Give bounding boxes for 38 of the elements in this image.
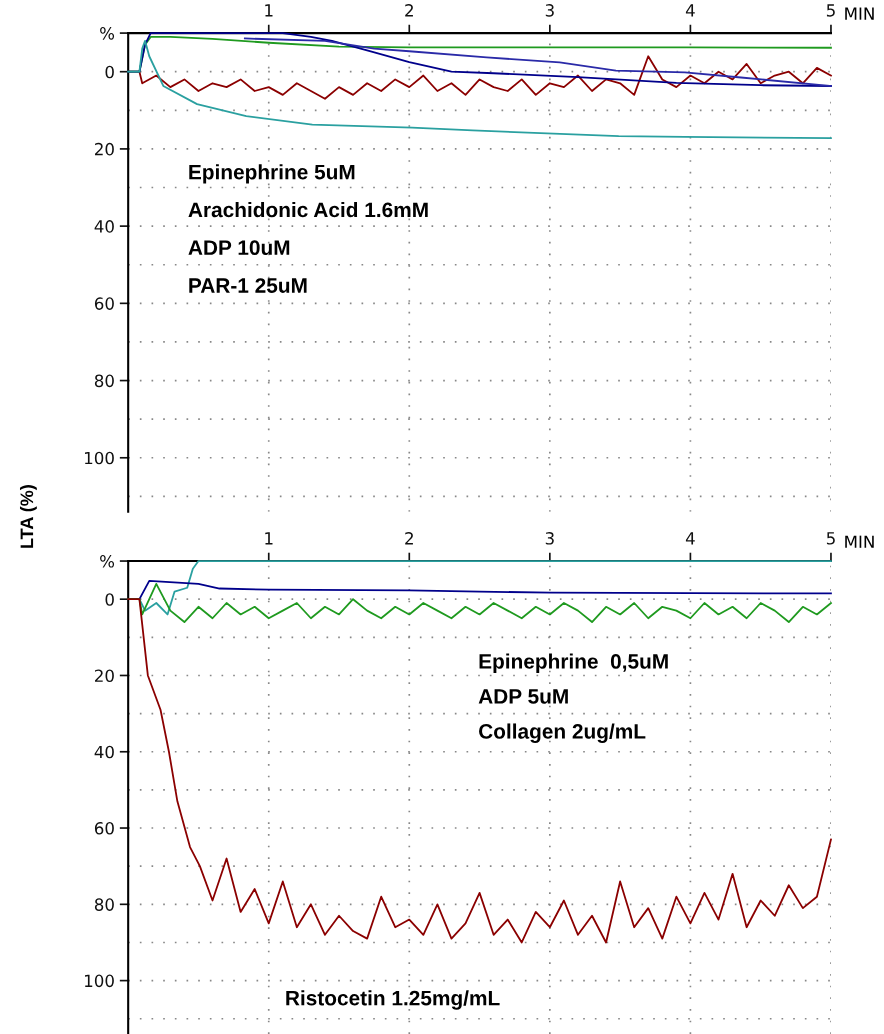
x-tick-label: 2 (405, 532, 413, 545)
y-tick-label: 0 (105, 593, 114, 606)
y-tick-label: 20 (95, 669, 114, 683)
annotation: Ristocetin 1.25mg/mL (286, 990, 500, 1010)
x-tick-label: 1 (265, 4, 273, 17)
x-tick-label: 2 (405, 4, 413, 17)
x-tick-label: 3 (545, 4, 554, 17)
x-tick-label: 1 (265, 532, 273, 545)
y-tick-label: 80 (94, 374, 114, 388)
x-axis-title: MIN (845, 535, 874, 548)
y-tick-label: 100 (85, 974, 114, 988)
x-axis-title: MIN (845, 7, 874, 20)
annotation: ADP 10uM (188, 240, 290, 256)
line-series (243, 37, 832, 87)
x-tick-label: 5 (826, 4, 835, 17)
annotation: Epinephrine 5uM (189, 164, 355, 184)
annotation: Epinephrine 0,5uM (479, 653, 668, 673)
annotation: Collagen 2ug/mL (479, 723, 646, 743)
y-tick-label: 40 (94, 745, 114, 759)
y-tick-label: 60 (94, 297, 114, 310)
x-tick-label: 5 (826, 532, 835, 545)
y-tick-label: 40 (94, 220, 114, 233)
y-tick-label: 20 (95, 142, 114, 156)
annotation: ADP 5uM (478, 689, 568, 704)
x-tick-label: 3 (545, 532, 554, 545)
annotation: Arachidonic Acid 1.6mM (188, 201, 428, 218)
y-axis-title: LTA (%) (19, 485, 37, 548)
line-series (127, 39, 832, 140)
y-tick-label: % (100, 555, 115, 568)
y-tick-label: 60 (94, 822, 114, 835)
y-tick-label: 80 (94, 898, 114, 911)
y-tick-label: 0 (105, 65, 114, 79)
y-tick-label: % (100, 27, 115, 40)
y-tick-label: 100 (85, 451, 114, 465)
x-tick-label: 4 (685, 532, 695, 545)
annotation: PAR-1 25uM (189, 278, 307, 293)
line-series (127, 598, 832, 944)
x-tick-label: 4 (685, 4, 695, 17)
